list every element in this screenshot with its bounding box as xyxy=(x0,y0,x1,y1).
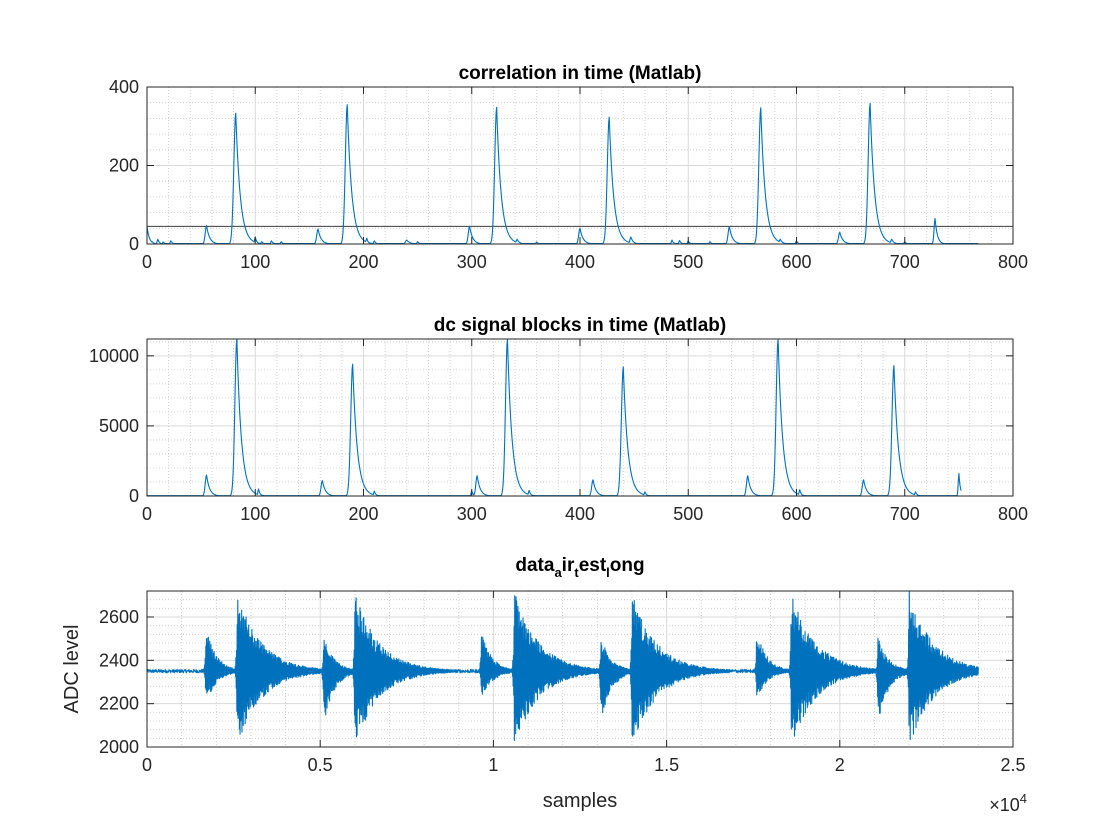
subplot-title: correlation in time (Matlab) xyxy=(459,63,702,84)
title-segment: ong xyxy=(610,555,645,576)
x-tick-label: 400 xyxy=(565,252,595,272)
x-tick-label: 1 xyxy=(488,755,498,775)
x-tick-label: 0 xyxy=(142,504,152,524)
x-tick-label: 600 xyxy=(781,252,811,272)
title-subscript: a xyxy=(554,565,562,580)
y-axis-label: ADC level xyxy=(61,625,83,714)
x-tick-label: 100 xyxy=(240,504,270,524)
x-tick-label: 800 xyxy=(998,252,1028,272)
subplot-2: 0 100 200 300 400 500 600 700 800 0 5000 10000 dc si… xyxy=(89,315,1028,524)
y-tick-label: 400 xyxy=(109,77,139,97)
y-tick-label: 2200 xyxy=(99,694,139,714)
y-tick-label: 2600 xyxy=(99,607,139,627)
y-tick-label: 10000 xyxy=(89,346,139,366)
subplots: 0 100 200 300 400 500 600 700 8000200400correlat… xyxy=(61,63,1028,815)
subplot-3: 0 0.5 1 1.5 2 2.5 2000 2200 2400 2600 dataairtestl… xyxy=(61,555,1027,815)
title-subscript: t xyxy=(574,565,579,580)
x-tick-label: 100 xyxy=(240,252,270,272)
x-exponent-base: ×10 xyxy=(989,795,1020,815)
data-series-line xyxy=(146,591,979,742)
x-tick-label: 400 xyxy=(565,504,595,524)
x-axis-label: samples xyxy=(543,790,617,812)
x-tick-label: 1.5 xyxy=(654,755,679,775)
subplot-title: dataairtestlong xyxy=(515,555,644,580)
x-tick-label: 500 xyxy=(673,252,703,272)
title-segment: ir xyxy=(562,555,575,576)
x-exponent-power: 4 xyxy=(1020,791,1027,806)
x-tick-label: 300 xyxy=(457,504,487,524)
x-tick-label: 0 xyxy=(142,252,152,272)
y-tick-label: 0 xyxy=(129,234,139,254)
axes-box xyxy=(146,590,1014,748)
x-tick-label: 0.5 xyxy=(308,755,333,775)
tick-marks xyxy=(146,86,1014,245)
subplot-1: 0 100 200 300 400 500 600 700 800 0 200 400 correlat… xyxy=(109,63,1028,272)
x-tick-label: 600 xyxy=(781,504,811,524)
x-tick-label: 200 xyxy=(348,252,378,272)
x-exponent-label: ×104 xyxy=(989,791,1027,815)
minor-grid xyxy=(147,591,1013,747)
x-tick-label: 700 xyxy=(890,504,920,524)
x-tick-label: 800 xyxy=(998,504,1028,524)
title-subscript: l xyxy=(606,565,610,580)
y-tick-label: 2400 xyxy=(99,650,139,670)
tick-marks xyxy=(146,591,1014,748)
x-tick-label: 0 xyxy=(142,755,152,775)
tick-marks xyxy=(146,339,1014,497)
subplot-title: dc signal blocks in time (Matlab) xyxy=(434,315,726,336)
title-segment: data xyxy=(515,555,555,576)
y-tick-label: 2000 xyxy=(99,737,139,757)
x-tick-label: 2.5 xyxy=(1000,755,1025,775)
x-tick-label: 300 xyxy=(457,252,487,272)
x-tick-label: 500 xyxy=(673,504,703,524)
title-segment: est xyxy=(579,555,607,576)
x-tick-label: 2 xyxy=(835,755,845,775)
x-tick-label: 700 xyxy=(890,252,920,272)
y-tick-label: 5000 xyxy=(99,416,139,436)
y-tick-label: 0 xyxy=(129,486,139,506)
y-tick-label: 200 xyxy=(109,156,139,176)
x-tick-label: 200 xyxy=(348,504,378,524)
